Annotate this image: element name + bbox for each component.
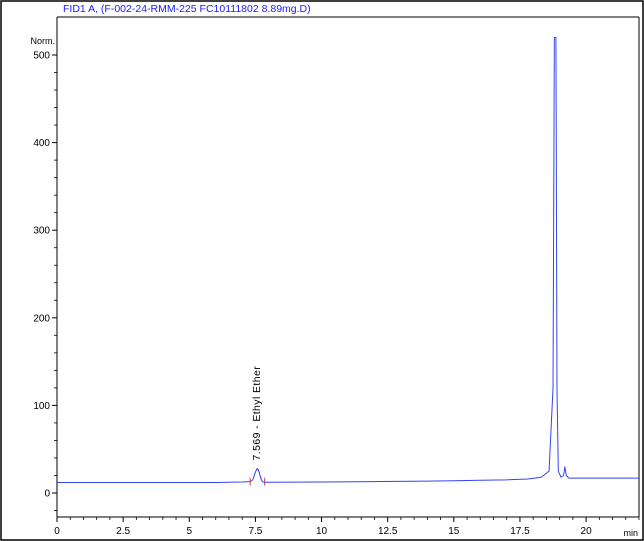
y-tick-label: 0 bbox=[44, 489, 50, 500]
peak-label: 7.569 - Ethyl Ether bbox=[251, 366, 263, 461]
y-axis-unit-label: Norm. bbox=[31, 36, 56, 46]
x-tick-label: 2.5 bbox=[116, 526, 130, 537]
x-tick-label: 10 bbox=[316, 526, 328, 537]
x-tick-label: 0 bbox=[54, 526, 60, 537]
peak-annotations: 7.569 - Ethyl Ether bbox=[251, 366, 263, 461]
y-tick-label: 400 bbox=[33, 138, 50, 149]
y-tick-label: 300 bbox=[33, 226, 50, 237]
x-tick-label: 5 bbox=[186, 526, 192, 537]
y-tick-label: 500 bbox=[33, 51, 50, 62]
x-tick-label: 12.5 bbox=[378, 526, 398, 537]
y-tick-label: 100 bbox=[33, 401, 50, 412]
axis-ticks bbox=[52, 54, 640, 522]
x-tick-label: 17.5 bbox=[510, 526, 530, 537]
y-tick-label: 200 bbox=[33, 313, 50, 324]
x-tick-label: 15 bbox=[448, 526, 460, 537]
x-tick-label: 20 bbox=[581, 526, 593, 537]
chromatogram-trace bbox=[57, 36, 639, 483]
chart-title: FID1 A, (F-002-24-RMM-225 FC10111802 8.8… bbox=[63, 3, 311, 15]
x-axis-unit-label: min bbox=[623, 528, 638, 538]
x-tick-label: 7.5 bbox=[248, 526, 262, 537]
